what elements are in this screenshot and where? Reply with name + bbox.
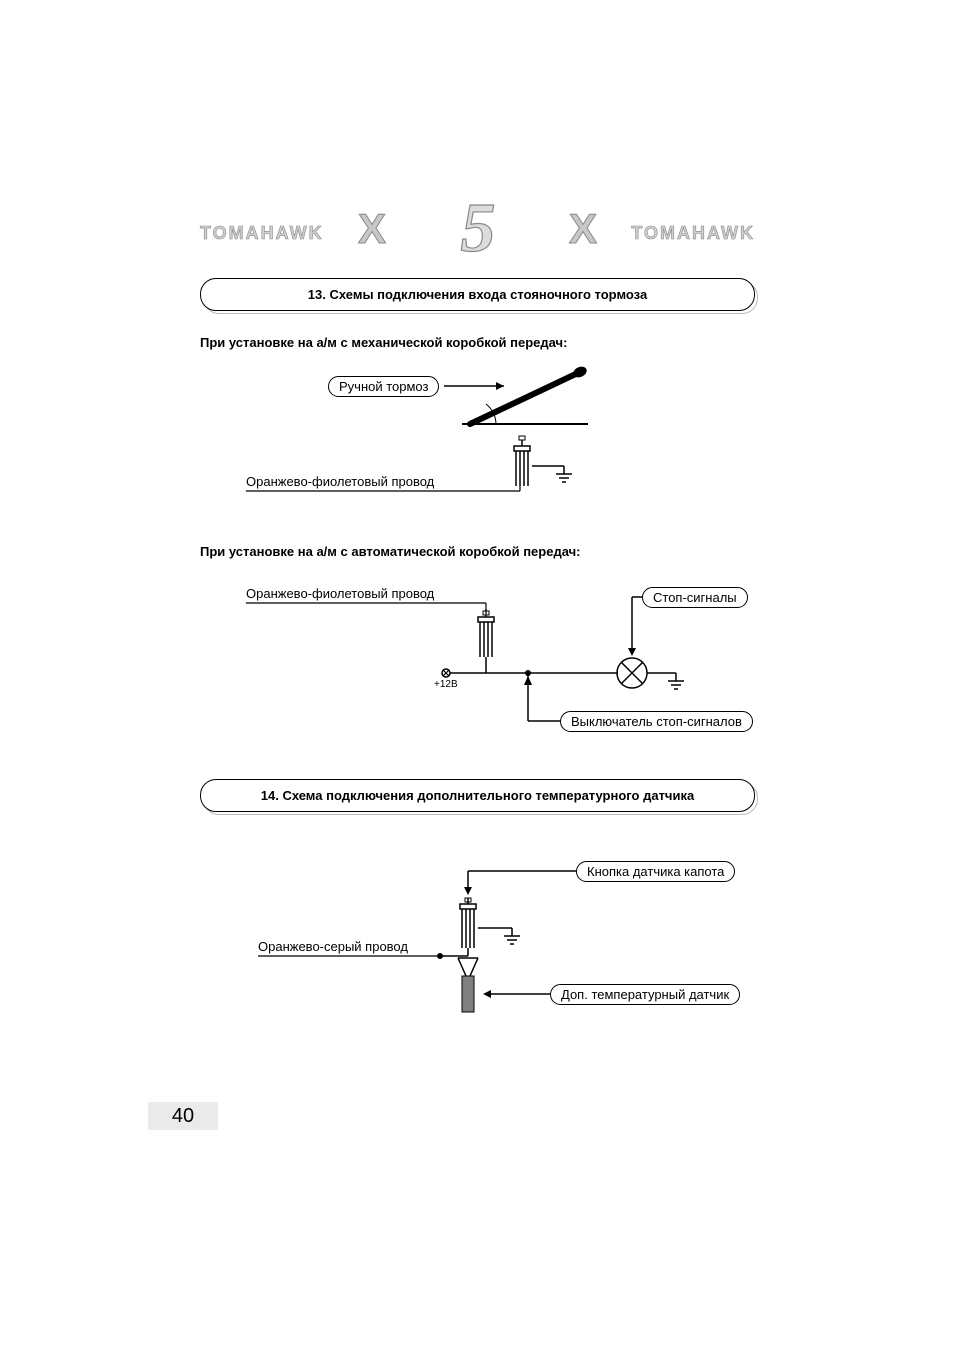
temp-sensor-bubble: Доп. температурный датчик (550, 984, 740, 1005)
section-13-sub-manual: При установке на а/м с механической коро… (200, 335, 755, 350)
diagram-auto: Оранжево-фиолетовый провод +12B Стоп-сиг… (200, 573, 755, 753)
wire-label-auto: Оранжево-фиолетовый провод (246, 586, 434, 601)
page: TOMAHAWK X 5 X TOMAHAWK 13. Схемы подклю… (0, 0, 954, 1350)
hood-button-bubble: Кнопка датчика капота (576, 861, 735, 882)
brand-left: TOMAHAWK (200, 223, 324, 244)
diagram-manual-svg (200, 364, 755, 524)
section-14-title: 14. Схема подключения дополнительного те… (200, 779, 755, 812)
section-13-sub-auto: При установке на а/м с автоматической ко… (200, 544, 755, 559)
stop-switch-bubble: Выключатель стоп-сигналов (560, 711, 753, 732)
wire-label-temp: Оранжево-серый провод (258, 939, 408, 954)
section-13-header: 13. Схемы подключения входа стояночного … (200, 278, 755, 311)
diagram-manual: Ручной тормоз Оранжево-фиолетовый провод (200, 364, 755, 524)
content: 13. Схемы подключения входа стояночного … (200, 278, 755, 1056)
wire-label-manual: Оранжево-фиолетовый провод (246, 474, 434, 489)
logo-x-left: X (358, 205, 386, 253)
page-number: 40 (148, 1102, 218, 1130)
section-13-title: 13. Схемы подключения входа стояночного … (200, 278, 755, 311)
voltage-label: +12B (434, 679, 458, 690)
brand-header: TOMAHAWK X 5 X TOMAHAWK (200, 205, 755, 265)
diagram-temp: Кнопка датчика капота Оранжево-серый про… (200, 836, 755, 1056)
section-14-header: 14. Схема подключения дополнительного те… (200, 779, 755, 812)
logo-model-digit: 5 (442, 189, 514, 269)
stop-signals-bubble: Стоп-сигналы (642, 587, 748, 608)
logo-x-right: X (569, 205, 597, 253)
brand-right: TOMAHAWK (631, 223, 755, 244)
handbrake-bubble: Ручной тормоз (328, 376, 439, 397)
